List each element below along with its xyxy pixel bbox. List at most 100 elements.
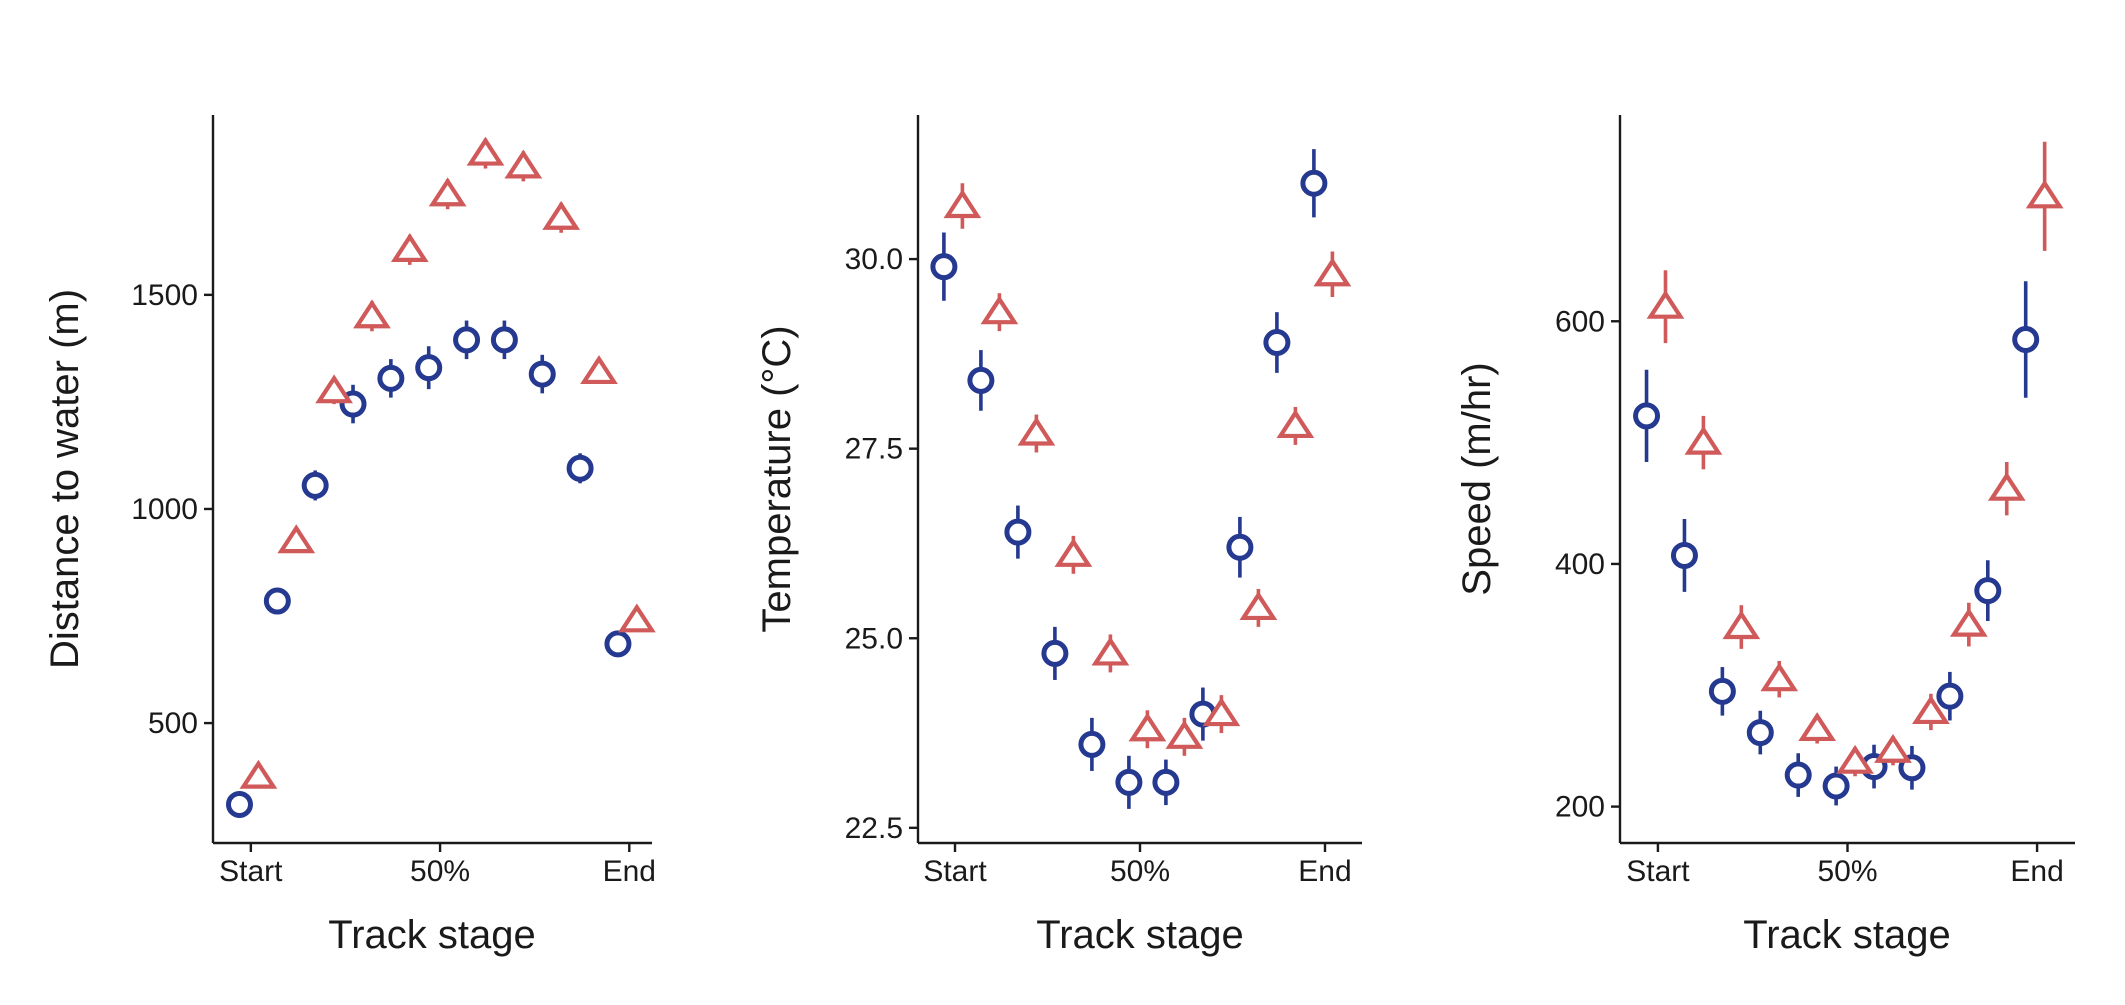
- data-point-circle: [1078, 730, 1106, 758]
- panel-temperature: 22.5 25.0 27.5 30.0 Start 50% End Track stage…: [755, 115, 1362, 957]
- data-point-triangle: [1798, 712, 1837, 742]
- data-point-triangle: [504, 149, 543, 179]
- data-point-triangle: [1313, 257, 1352, 287]
- data-point-triangle: [1165, 719, 1204, 749]
- data-point-triangle: [1874, 733, 1912, 763]
- data-point-circle: [1670, 541, 1698, 569]
- data-point-circle: [453, 326, 481, 354]
- x-ticks: Start 50% End: [219, 843, 656, 888]
- y-ticks: 22.5 25.0 27.5 30.0: [845, 243, 918, 845]
- data-point-triangle: [980, 295, 1019, 325]
- data-point-circle: [263, 587, 291, 615]
- y-tick-label: 25.0: [845, 622, 903, 655]
- data-point-triangle: [1202, 697, 1241, 727]
- y-tick-label: 1000: [131, 493, 198, 526]
- data-point-triangle: [1760, 662, 1799, 692]
- data-marks: [930, 149, 1352, 809]
- data-point-triangle: [390, 233, 429, 262]
- data-point-triangle: [1722, 610, 1761, 640]
- y-tick-label: 600: [1555, 305, 1605, 338]
- data-point-triangle: [1091, 636, 1130, 666]
- data-marks: [1633, 141, 2064, 806]
- data-point-triangle: [1017, 416, 1056, 446]
- x-ticks: Start 50% End: [1626, 843, 2064, 888]
- data-point-circle: [1300, 169, 1328, 197]
- data-point-circle: [1784, 761, 1812, 789]
- data-point-circle: [225, 790, 253, 818]
- x-tick-label: End: [2010, 855, 2063, 888]
- data-point-circle: [1974, 577, 2002, 605]
- y-tick-label: 1500: [131, 279, 198, 312]
- data-point-triangle: [239, 759, 278, 789]
- data-point-triangle: [2025, 179, 2064, 209]
- data-point-triangle: [466, 136, 505, 166]
- data-point-circle: [415, 354, 443, 382]
- x-axis-title: Track stage: [1036, 913, 1243, 957]
- data-point-circle: [1226, 533, 1254, 561]
- data-point-triangle: [542, 200, 581, 230]
- data-point-circle: [930, 253, 958, 281]
- data-point-circle: [1004, 518, 1032, 546]
- data-point-triangle: [315, 374, 353, 404]
- y-tick-label: 200: [1555, 791, 1605, 824]
- data-point-triangle: [277, 524, 316, 554]
- y-axis-title: Distance to water (m): [43, 289, 87, 669]
- x-ticks: Start 50% End: [923, 843, 1352, 888]
- data-point-circle: [1041, 639, 1069, 667]
- data-point-circle: [1633, 402, 1661, 430]
- data-point-triangle: [1239, 591, 1278, 621]
- y-ticks: 500 1000 1500: [131, 279, 213, 740]
- data-point-triangle: [1054, 537, 1093, 567]
- x-tick-label: Start: [1626, 855, 1690, 888]
- y-ticks: 200 400 600: [1555, 305, 1620, 824]
- data-point-triangle: [1276, 409, 1315, 439]
- data-point-circle: [1936, 682, 1964, 710]
- data-point-circle: [528, 360, 556, 388]
- panel-speed: 200 400 600 Start 50% End Track stage Speed …: [1455, 115, 2075, 957]
- y-axis-title: Speed (m/hr): [1455, 362, 1499, 595]
- y-tick-label: 500: [148, 707, 198, 740]
- data-point-circle: [604, 630, 632, 658]
- panel-distance-to-water: 500 1000 1500 Start 50% End Track stage Dist…: [43, 115, 656, 957]
- y-tick-label: 27.5: [845, 433, 903, 466]
- data-point-triangle: [1128, 712, 1167, 742]
- data-point-circle: [377, 364, 405, 392]
- x-axis-title: Track stage: [1743, 913, 1950, 957]
- data-point-circle: [566, 454, 594, 482]
- data-point-triangle: [428, 177, 467, 207]
- data-point-triangle: [1684, 425, 1723, 455]
- data-point-triangle: [1949, 607, 1988, 637]
- data-point-triangle: [1912, 695, 1950, 725]
- data-point-circle: [2012, 325, 2040, 353]
- data-point-triangle: [1987, 471, 2026, 501]
- data-point-triangle: [943, 189, 982, 219]
- data-point-circle: [1746, 719, 1774, 747]
- data-point-circle: [1152, 768, 1180, 796]
- x-tick-label: 50%: [1817, 855, 1877, 888]
- x-tick-label: Start: [923, 855, 987, 888]
- y-tick-label: 30.0: [845, 243, 903, 276]
- data-point-circle: [1822, 772, 1850, 800]
- data-point-triangle: [617, 603, 656, 633]
- data-point-circle: [301, 471, 329, 499]
- data-point-circle: [1263, 329, 1291, 356]
- x-tick-label: Start: [219, 855, 283, 888]
- data-point-triangle: [580, 355, 618, 385]
- x-tick-label: End: [603, 855, 656, 888]
- y-tick-label: 400: [1555, 548, 1605, 581]
- data-point-circle: [1115, 768, 1143, 796]
- y-axis-title: Temperature (°C): [755, 325, 799, 632]
- data-point-triangle: [353, 299, 391, 329]
- x-tick-label: 50%: [410, 855, 470, 888]
- x-tick-label: End: [1298, 855, 1351, 888]
- x-axis-title: Track stage: [328, 913, 535, 957]
- data-point-circle: [490, 326, 518, 354]
- y-tick-label: 22.5: [845, 812, 903, 845]
- data-point-circle: [1708, 677, 1736, 705]
- data-point-circle: [967, 366, 995, 394]
- x-tick-label: 50%: [1110, 855, 1170, 888]
- data-marks: [225, 136, 656, 818]
- data-point-triangle: [1646, 289, 1685, 319]
